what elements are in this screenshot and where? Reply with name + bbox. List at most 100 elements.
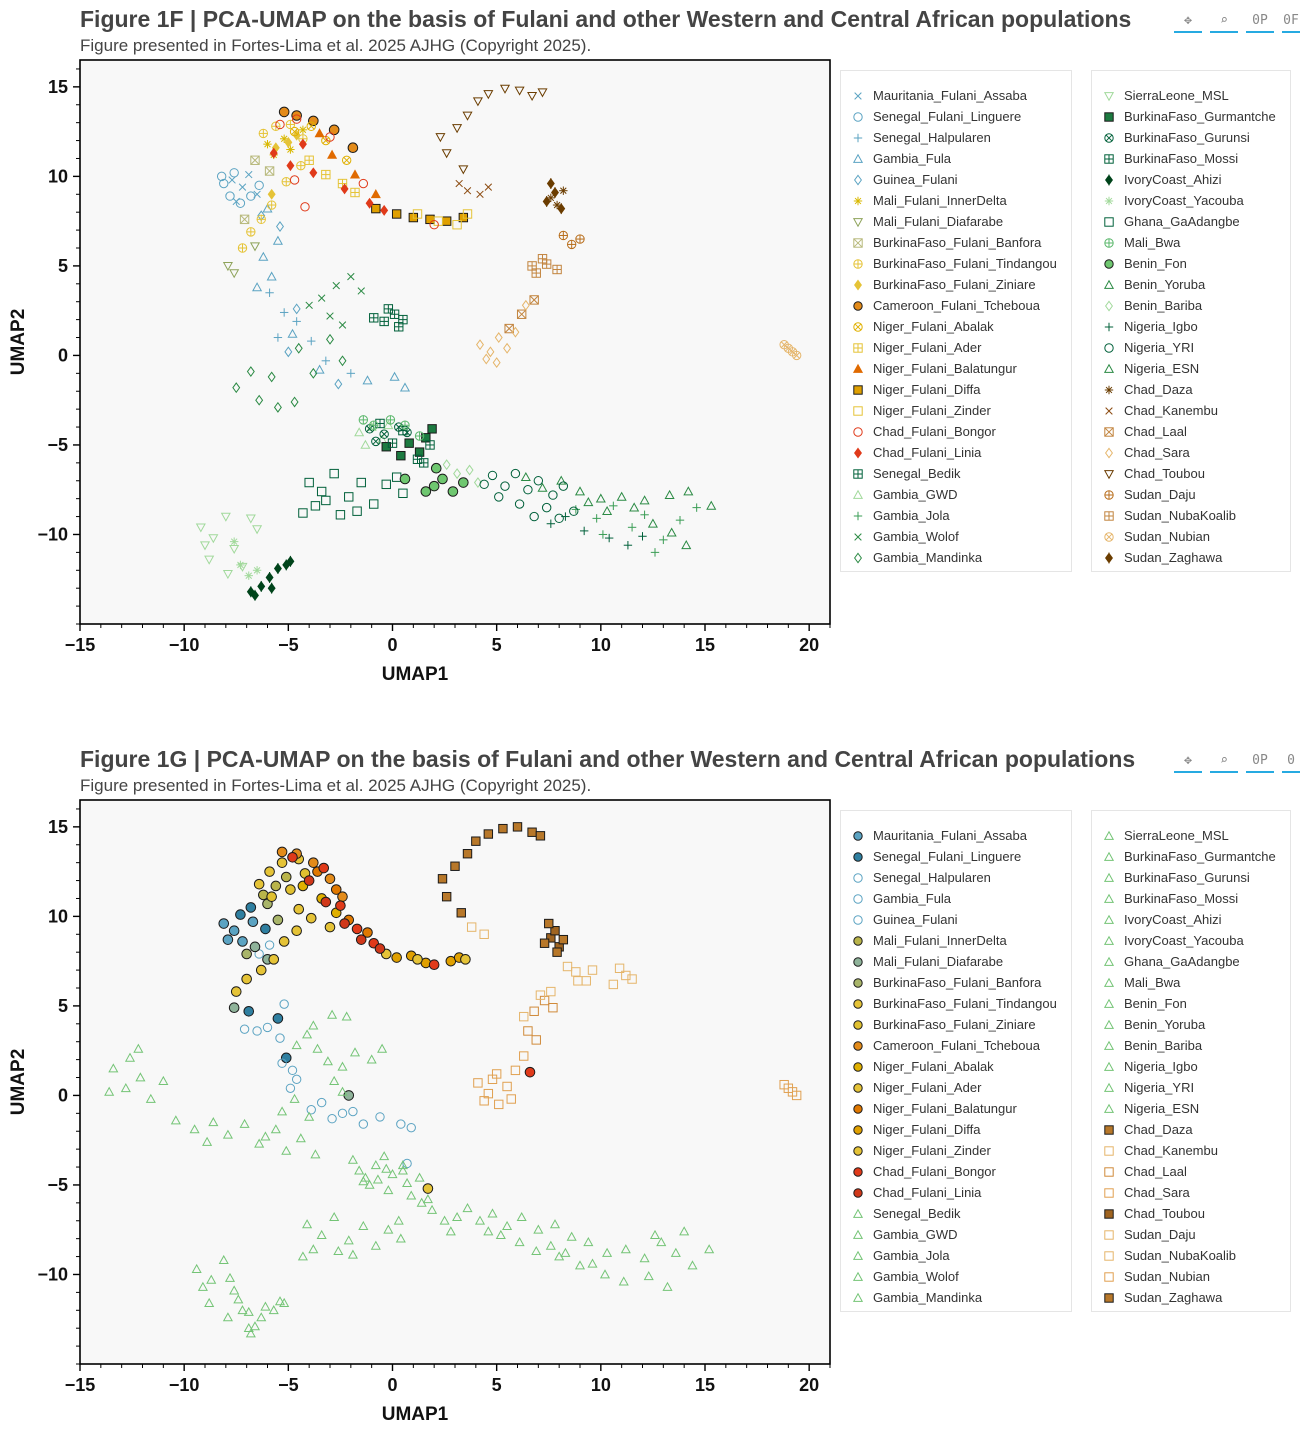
legend-item[interactable]: Benin_Bariba: [1092, 1035, 1202, 1056]
legend-item[interactable]: Mali_Fulani_InnerDelta: [841, 190, 1007, 211]
legend-item[interactable]: Chad_Fulani_Linia: [841, 1182, 981, 1203]
legend-item[interactable]: IvoryCoast_Yacouba: [1092, 190, 1244, 211]
legend-item[interactable]: BurkinaFaso_Mossi: [1092, 148, 1238, 169]
legend-item[interactable]: Guinea_Fulani: [841, 169, 958, 190]
legend-item[interactable]: Chad_Fulani_Linia: [841, 442, 981, 463]
legend-item[interactable]: Niger_Fulani_Ader: [841, 337, 981, 358]
legend-item[interactable]: IvoryCoast_Yacouba: [1092, 930, 1244, 951]
pan-tool-icon[interactable]: ✥: [1174, 9, 1202, 33]
legend-item[interactable]: Nigeria_Igbo: [1092, 1056, 1198, 1077]
legend-item[interactable]: Sudan_NubaKoalib: [1092, 1245, 1236, 1266]
legend-item[interactable]: Benin_Yoruba: [1092, 274, 1205, 295]
export-file-tool-icon[interactable]: 0F: [1282, 9, 1300, 33]
legend-item[interactable]: Niger_Fulani_Diffa: [841, 379, 980, 400]
legend-item[interactable]: Mali_Fulani_InnerDelta: [841, 930, 1007, 951]
legend-item[interactable]: Gambia_Jola: [841, 1245, 950, 1266]
legend-item[interactable]: Mauritania_Fulani_Assaba: [841, 825, 1027, 846]
legend-item[interactable]: Cameroon_Fulani_Tcheboua: [841, 1035, 1040, 1056]
legend-item[interactable]: Gambia_Jola: [841, 505, 950, 526]
legend-item[interactable]: Mali_Fulani_Diafarabe: [841, 211, 1003, 232]
legend-item[interactable]: Chad_Daza: [1092, 379, 1193, 400]
legend-item[interactable]: Cameroon_Fulani_Tcheboua: [841, 295, 1040, 316]
legend-item[interactable]: BurkinaFaso_Gurunsi: [1092, 127, 1250, 148]
legend-item[interactable]: Gambia_Mandinka: [841, 1287, 982, 1308]
legend-item[interactable]: Ghana_GaAdangbe: [1092, 211, 1240, 232]
pan-tool-icon[interactable]: ✥: [1174, 749, 1202, 773]
legend-item[interactable]: BurkinaFaso_Fulani_Banfora: [841, 232, 1041, 253]
legend-item[interactable]: Senegal_Fulani_Linguere: [841, 846, 1021, 867]
legend-item[interactable]: Sudan_Nubian: [1092, 526, 1210, 547]
legend-item[interactable]: BurkinaFaso_Fulani_Banfora: [841, 972, 1041, 993]
legend-item[interactable]: Benin_Yoruba: [1092, 1014, 1205, 1035]
legend-item[interactable]: Gambia_Wolof: [841, 526, 959, 547]
scatter-plot[interactable]: −15 −10 −5 0 5 10 15 20 −10 −5 0 5 10 15 UMAP1 UMAP2: [0, 6, 840, 706]
legend-item[interactable]: Niger_Fulani_Ader: [841, 1077, 981, 1098]
legend-item[interactable]: BurkinaFaso_Gurmantche: [1092, 846, 1276, 867]
legend-item[interactable]: Chad_Laal: [1092, 421, 1187, 442]
legend-item[interactable]: Chad_Sara: [1092, 442, 1190, 463]
legend-item[interactable]: BurkinaFaso_Fulani_Tindangou: [841, 993, 1057, 1014]
legend-item[interactable]: Nigeria_YRI: [1092, 337, 1194, 358]
legend-item[interactable]: Gambia_Mandinka: [841, 547, 982, 568]
legend-item[interactable]: Benin_Fon: [1092, 253, 1187, 274]
legend-item[interactable]: Sudan_Zaghawa: [1092, 1287, 1222, 1308]
legend-item[interactable]: Senegal_Fulani_Linguere: [841, 106, 1021, 127]
legend-item[interactable]: Sudan_NubaKoalib: [1092, 505, 1236, 526]
legend-item[interactable]: SierraLeone_MSL: [1092, 85, 1229, 106]
export-png-tool-icon[interactable]: 0P: [1246, 9, 1274, 33]
box-zoom-tool-icon[interactable]: ⌕: [1210, 749, 1238, 773]
legend-item[interactable]: Senegal_Bedik: [841, 1203, 960, 1224]
export-png-tool-icon[interactable]: 0P: [1246, 749, 1274, 773]
legend-item[interactable]: BurkinaFaso_Gurmantche: [1092, 106, 1276, 127]
legend-item[interactable]: Benin_Bariba: [1092, 295, 1202, 316]
legend-item[interactable]: Chad_Kanembu: [1092, 400, 1218, 421]
legend-item[interactable]: BurkinaFaso_Mossi: [1092, 888, 1238, 909]
legend-item[interactable]: Niger_Fulani_Abalak: [841, 1056, 994, 1077]
legend-item[interactable]: Sudan_Daju: [1092, 484, 1196, 505]
legend-item[interactable]: Ghana_GaAdangbe: [1092, 951, 1240, 972]
legend-item[interactable]: BurkinaFaso_Fulani_Tindangou: [841, 253, 1057, 274]
legend-item[interactable]: Chad_Laal: [1092, 1161, 1187, 1182]
legend-item[interactable]: Niger_Fulani_Diffa: [841, 1119, 980, 1140]
box-zoom-tool-icon[interactable]: ⌕: [1210, 9, 1238, 33]
legend-item[interactable]: IvoryCoast_Ahizi: [1092, 169, 1222, 190]
legend-item[interactable]: Nigeria_YRI: [1092, 1077, 1194, 1098]
legend-item[interactable]: Senegal_Bedik: [841, 463, 960, 484]
legend-item[interactable]: Chad_Toubou: [1092, 1203, 1205, 1224]
legend-item[interactable]: Mali_Bwa: [1092, 972, 1180, 993]
legend-item[interactable]: IvoryCoast_Ahizi: [1092, 909, 1222, 930]
legend-item[interactable]: Niger_Fulani_Zinder: [841, 1140, 991, 1161]
legend-item[interactable]: Sudan_Nubian: [1092, 1266, 1210, 1287]
legend-item[interactable]: Nigeria_ESN: [1092, 358, 1199, 379]
legend-item[interactable]: Niger_Fulani_Balatungur: [841, 358, 1017, 379]
legend-item[interactable]: Guinea_Fulani: [841, 909, 958, 930]
legend-item[interactable]: SierraLeone_MSL: [1092, 825, 1229, 846]
legend-item[interactable]: Sudan_Zaghawa: [1092, 547, 1222, 568]
legend-item[interactable]: Mali_Bwa: [1092, 232, 1180, 253]
legend-item[interactable]: Chad_Fulani_Bongor: [841, 1161, 996, 1182]
legend-item[interactable]: Gambia_Wolof: [841, 1266, 959, 1287]
legend-item[interactable]: Nigeria_ESN: [1092, 1098, 1199, 1119]
legend-item[interactable]: Benin_Fon: [1092, 993, 1187, 1014]
legend-item[interactable]: Niger_Fulani_Abalak: [841, 316, 994, 337]
legend-item[interactable]: Chad_Daza: [1092, 1119, 1193, 1140]
legend-item[interactable]: Gambia_Fula: [841, 888, 951, 909]
legend-item[interactable]: Chad_Toubou: [1092, 463, 1205, 484]
legend-item[interactable]: Niger_Fulani_Zinder: [841, 400, 991, 421]
legend-item[interactable]: Mauritania_Fulani_Assaba: [841, 85, 1027, 106]
scatter-plot[interactable]: −15 −10 −5 0 5 10 15 20 −10 −5 0 5 10 15 UMAP1 UMAP2: [0, 746, 840, 1440]
legend-item[interactable]: Niger_Fulani_Balatungur: [841, 1098, 1017, 1119]
legend-item[interactable]: Gambia_Fula: [841, 148, 951, 169]
legend-item[interactable]: Chad_Fulani_Bongor: [841, 421, 996, 442]
legend-item[interactable]: Nigeria_Igbo: [1092, 316, 1198, 337]
legend-item[interactable]: BurkinaFaso_Fulani_Ziniare: [841, 274, 1036, 295]
legend-item[interactable]: Chad_Sara: [1092, 1182, 1190, 1203]
legend-item[interactable]: BurkinaFaso_Gurunsi: [1092, 867, 1250, 888]
legend-item[interactable]: BurkinaFaso_Fulani_Ziniare: [841, 1014, 1036, 1035]
legend-item[interactable]: Senegal_Halpularen: [841, 867, 991, 888]
export-file-tool-icon[interactable]: 0: [1282, 749, 1300, 773]
legend-item[interactable]: Sudan_Daju: [1092, 1224, 1196, 1245]
legend-item[interactable]: Gambia_GWD: [841, 484, 958, 505]
legend-item[interactable]: Chad_Kanembu: [1092, 1140, 1218, 1161]
legend-item[interactable]: Mali_Fulani_Diafarabe: [841, 951, 1003, 972]
